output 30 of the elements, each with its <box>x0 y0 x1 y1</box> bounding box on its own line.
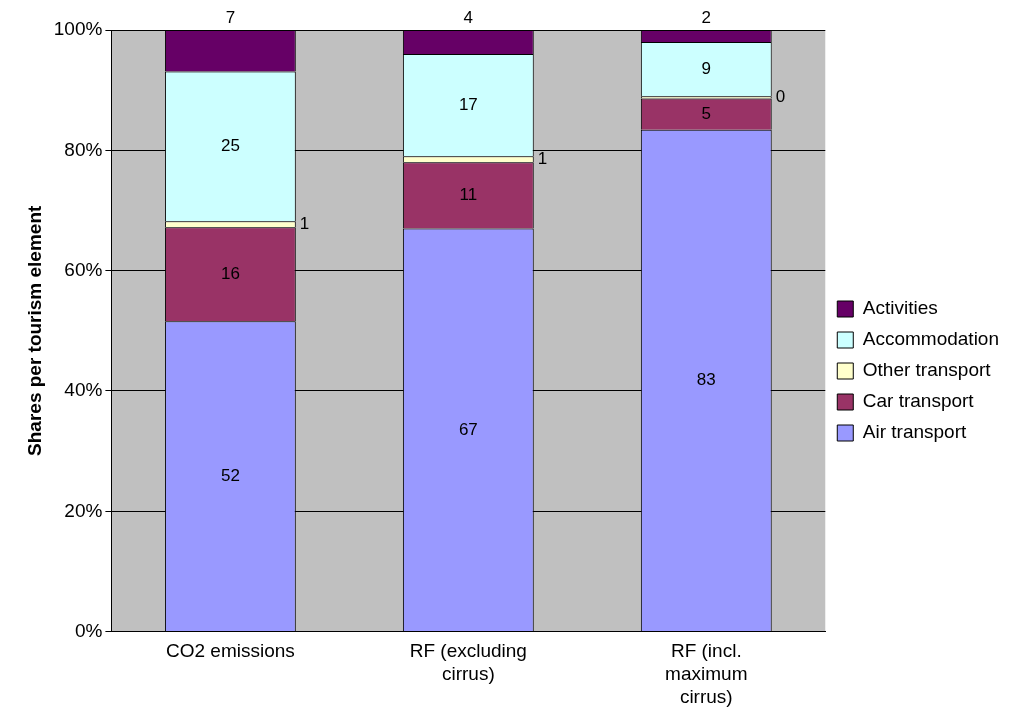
data-label: 67 <box>458 419 478 439</box>
y-tick-label: 80% <box>64 138 103 160</box>
data-label: 7 <box>225 7 236 27</box>
data-label: 1 <box>537 149 548 169</box>
data-label: 83 <box>696 370 716 390</box>
y-axis-title: Shares per tourism element <box>23 205 45 456</box>
data-label: 52 <box>220 465 240 485</box>
y-tick-label: 60% <box>64 258 103 280</box>
data-label: 11 <box>459 185 478 205</box>
x-tick-label: CO2 emissions <box>165 640 295 662</box>
data-label: 17 <box>458 94 478 114</box>
x-tick-label: RF (incl. maximum cirrus) <box>665 640 748 707</box>
x-tick-label: RF (excluding cirrus) <box>409 640 527 685</box>
y-tick-label: 20% <box>64 499 103 521</box>
data-label: 1 <box>299 214 310 233</box>
y-tick-label: 40% <box>64 379 103 401</box>
data-label: 0 <box>775 87 786 107</box>
data-label: 4 <box>463 7 474 27</box>
data-label: 2 <box>701 7 712 27</box>
y-tick-label: 100% <box>53 18 103 40</box>
legend-label: Accommodation <box>862 328 1000 350</box>
y-tick-label: 0% <box>74 619 103 641</box>
data-label: 9 <box>701 58 712 78</box>
legend-label: Other transport <box>862 359 992 381</box>
data-label: 5 <box>701 103 712 123</box>
data-label: 25 <box>220 136 240 156</box>
legend-label: Car transport <box>862 390 975 412</box>
legend-label: Activities <box>862 297 938 319</box>
legend-label: Air transport <box>862 421 967 443</box>
data-label: 16 <box>220 263 240 283</box>
